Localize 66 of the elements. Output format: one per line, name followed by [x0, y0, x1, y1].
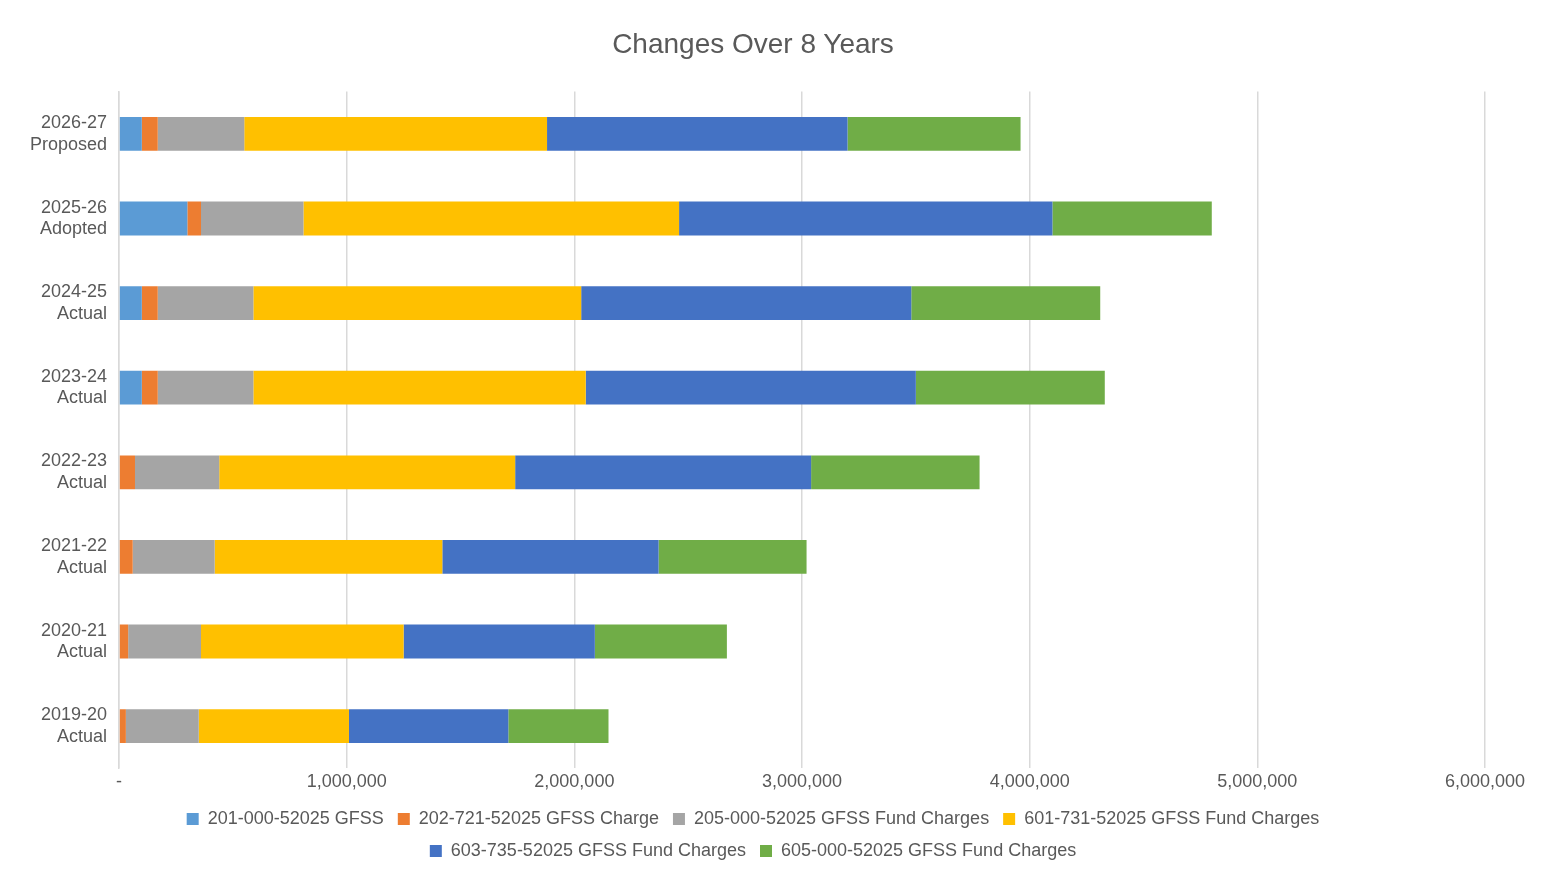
- bar: [119, 709, 126, 744]
- bar: [219, 455, 516, 490]
- y-tick-label: 2023-24 Actual: [40, 365, 108, 408]
- bar: [141, 116, 158, 151]
- bar: [157, 116, 245, 151]
- bar: [515, 455, 812, 490]
- bar: [594, 624, 727, 659]
- x-tick-label: 3,000,000: [761, 771, 843, 792]
- y-tick-label: 2026-27 Proposed: [29, 112, 108, 154]
- bar: [119, 539, 133, 574]
- x-tick-label: 6,000,000: [1444, 771, 1525, 792]
- y-tick-label: 2022-23 Actual: [40, 450, 108, 493]
- legend-label: 202-721-52025 GFSS Charge: [418, 807, 659, 828]
- legend-label: 201-000-52025 GFSS: [207, 807, 384, 828]
- y-tick-label: 2019-20 Actual: [40, 704, 108, 746]
- x-tick-label: 1,000,000: [306, 771, 387, 792]
- legend-label: 603-735-52025 GFSS Fund Charges: [450, 839, 747, 860]
- bar: [119, 370, 142, 405]
- bar: [403, 624, 595, 659]
- bar: [911, 286, 1101, 321]
- bar: [201, 624, 404, 659]
- bar: [679, 201, 1053, 236]
- chart-title: Changes Over 8 Years: [612, 27, 894, 59]
- bar: [253, 286, 582, 321]
- bar: [585, 370, 916, 405]
- bar: [811, 455, 980, 490]
- y-tick-label: 2024-25 Actual: [40, 281, 108, 323]
- bar: [581, 286, 912, 321]
- bar: [253, 370, 586, 405]
- legend-label: 205-000-52025 GFSS Fund Charges: [693, 807, 990, 828]
- bar: [187, 201, 202, 236]
- bar: [157, 286, 254, 321]
- bar: [125, 709, 199, 744]
- legend-label: 605-000-52025 GFSS Fund Charges: [781, 839, 1077, 860]
- bar: [119, 116, 142, 151]
- bar: [198, 709, 349, 744]
- legend-label: 601-731-52025 GFSS Fund Charges: [1024, 807, 1320, 828]
- bar: [119, 624, 129, 659]
- bar: [141, 370, 158, 405]
- x-tick-label: 4,000,000: [989, 771, 1070, 792]
- bar: [134, 455, 220, 490]
- bar: [128, 624, 202, 659]
- y-tick-label: 2020-21 Actual: [40, 619, 108, 662]
- bar: [119, 455, 135, 490]
- bar: [132, 539, 215, 574]
- bar: [508, 709, 609, 744]
- bar: [915, 370, 1105, 405]
- bar: [244, 116, 548, 151]
- bar: [119, 286, 142, 321]
- x-tick-label: 2,000,000: [534, 771, 615, 792]
- bar: [658, 539, 807, 574]
- x-tick-label: 5,000,000: [1217, 771, 1298, 792]
- bar: [201, 201, 304, 236]
- bar: [1052, 201, 1212, 236]
- bar: [303, 201, 680, 236]
- bar: [214, 539, 443, 574]
- bar: [348, 709, 509, 744]
- y-tick-label: 2025-26 Adopted: [39, 196, 108, 239]
- y-tick-label: 2021-22 Actual: [40, 535, 108, 577]
- x-tick-label: -: [116, 771, 123, 792]
- bar: [141, 286, 158, 321]
- bar: [442, 539, 659, 574]
- bar: [547, 116, 848, 151]
- bar: [157, 370, 254, 405]
- bar: [119, 201, 188, 236]
- bar: [847, 116, 1021, 151]
